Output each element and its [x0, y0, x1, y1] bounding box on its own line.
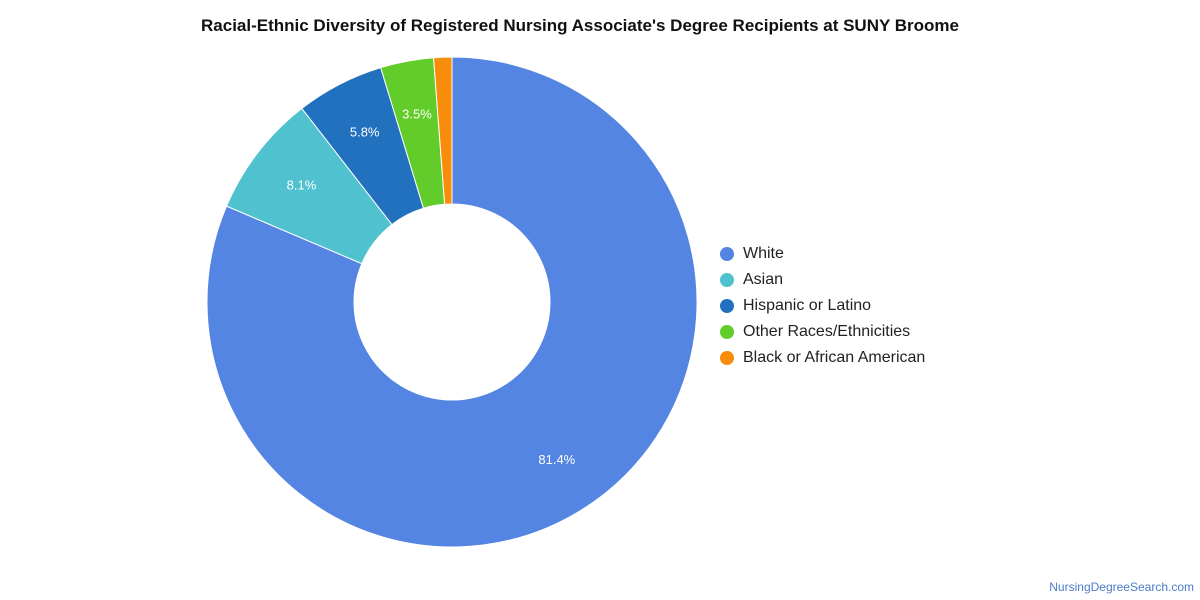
chart-legend: White Asian Hispanic or Latino Other Races/…	[720, 241, 925, 371]
legend-label: Asian	[743, 271, 784, 288]
legend-swatch	[720, 247, 734, 261]
legend-label: Black or African American	[743, 349, 926, 366]
legend-swatch	[720, 273, 734, 287]
legend-label: Hispanic or Latino	[743, 297, 872, 314]
legend-label: Other Races/Ethnicities	[743, 323, 911, 340]
legend-item[interactable]: Other Races/Ethnicities	[720, 319, 925, 345]
slice-black-or-african-american[interactable]	[433, 56, 453, 205]
legend-item[interactable]: Black or African American	[720, 345, 925, 371]
source-credit[interactable]: NursingDegreeSearch.com	[1049, 580, 1194, 594]
legend-item[interactable]: White	[720, 241, 925, 267]
slice-value-label: 8.1%	[287, 177, 317, 192]
chart-title: Racial-Ethnic Diversity of Registered Nu…	[201, 16, 959, 35]
slice-value-label: 3.5%	[402, 107, 432, 122]
legend-item[interactable]: Hispanic or Latino	[720, 293, 925, 319]
legend-swatch	[720, 299, 734, 313]
legend-label: White	[743, 245, 784, 262]
slice-white[interactable]	[206, 56, 698, 548]
legend-swatch	[720, 351, 734, 365]
slice-value-label: 81.4%	[538, 452, 575, 467]
slice-value-label: 5.8%	[350, 125, 380, 140]
legend-item[interactable]: Asian	[720, 267, 925, 293]
legend-swatch	[720, 325, 734, 339]
